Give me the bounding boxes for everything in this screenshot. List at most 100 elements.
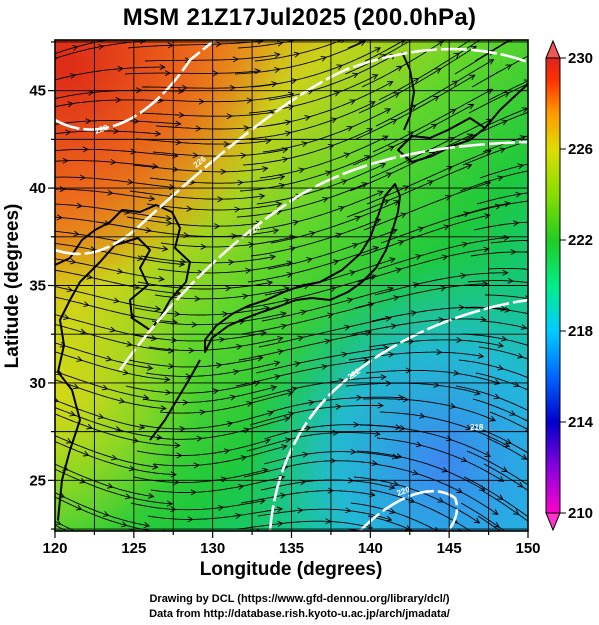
streamline-arrow — [152, 163, 159, 170]
streamline-arrow — [141, 5, 146, 10]
streamline-arrow — [419, 412, 426, 419]
streamline-arrow — [405, 525, 412, 531]
streamline-arrow — [490, 23, 496, 28]
streamline-arrow — [217, 504, 225, 511]
streamline-arrow — [415, 441, 423, 448]
streamline-arrow — [165, 215, 172, 222]
streamline-arrow — [212, 70, 219, 77]
streamline — [372, 88, 493, 153]
streamline-arrow — [199, 409, 206, 416]
streamline-arrow — [487, 541, 493, 546]
streamline-arrow — [397, 239, 405, 246]
streamline-arrow — [374, 47, 382, 53]
streamline-arrow — [176, 452, 183, 459]
streamline-arrow — [72, 44, 79, 51]
streamline — [265, 81, 393, 127]
streamline-arrow — [308, 399, 315, 406]
streamline-arrow — [493, 379, 501, 385]
streamline — [131, 332, 266, 342]
streamline-arrow — [226, 113, 233, 120]
streamline — [139, 411, 274, 430]
streamline — [363, 181, 491, 231]
streamline — [237, 520, 373, 530]
streamline — [270, 200, 400, 244]
streamline-arrow — [164, 70, 171, 77]
streamline-arrow — [182, 399, 189, 406]
streamline-arrow — [200, 243, 207, 250]
x-axis-ticks: 120 125 130 135 140 145 150 — [42, 531, 541, 557]
streamline-arrow — [242, 293, 249, 300]
colorbar: 230 226 222 218 214 210 — [545, 39, 594, 532]
streamline-arrow — [99, 14, 105, 19]
streamline — [253, 190, 384, 231]
streamline — [490, 240, 528, 244]
streamline — [160, 236, 296, 248]
streamline-arrow — [66, 286, 74, 293]
streamline-arrow — [396, 65, 403, 72]
streamline-arrow — [463, 211, 470, 218]
streamline-arrow — [277, 348, 285, 355]
streamline-arrow — [69, 410, 76, 417]
streamline-arrow — [527, 579, 533, 584]
streamline — [466, 450, 528, 486]
streamline-arrow — [387, 286, 394, 293]
streamline-arrow — [79, 328, 87, 335]
streamline-arrow — [344, 324, 351, 331]
streamline-arrow — [568, 92, 574, 97]
streamline — [136, 439, 271, 456]
streamline — [127, 40, 263, 49]
streamline-arrow — [492, 509, 499, 515]
streamline-arrow — [465, 163, 473, 170]
streamline-arrow — [587, 127, 592, 132]
streamline-arrow — [405, 367, 412, 374]
streamline-arrow — [287, 104, 295, 111]
streamline-arrow — [400, 212, 407, 219]
streamline-arrow — [178, 88, 185, 95]
streamline — [147, 508, 283, 520]
streamline-arrow — [359, 40, 366, 47]
streamline-arrow — [461, 241, 469, 248]
streamline-arrow — [515, 191, 522, 198]
streamline-arrow — [438, 316, 445, 323]
streamline-arrow — [260, 330, 267, 337]
streamline-arrow — [193, 462, 200, 469]
y-axis-ticks: 25 30 35 40 45 — [29, 41, 55, 530]
streamline-arrow — [395, 453, 403, 460]
streamline-arrow — [417, 226, 425, 233]
streamline-arrow — [302, 451, 309, 458]
streamline — [483, 463, 528, 492]
streamline — [244, 275, 377, 309]
streamline-arrow — [460, 272, 467, 279]
streamline-arrow — [174, 442, 181, 449]
streamline-arrow — [567, 124, 572, 129]
streamline-arrow — [374, 430, 381, 437]
streamline-arrow — [97, 44, 105, 50]
streamline-arrow — [113, 128, 120, 135]
streamline-arrow — [517, 352, 524, 359]
streamline-arrow — [505, 64, 513, 70]
streamline-arrow — [408, 497, 416, 504]
streamline-arrow — [170, 506, 177, 513]
streamline — [242, 128, 373, 166]
streamline-arrow — [160, 405, 167, 412]
streamline — [258, 317, 391, 348]
streamline-arrow — [509, 410, 516, 416]
streamline-arrow — [67, 101, 74, 108]
streamline — [470, 251, 528, 257]
y-tick-label: 35 — [29, 278, 46, 295]
colorbar-ticks: 230 226 222 218 214 210 — [560, 50, 594, 522]
streamline-arrow — [362, 14, 368, 19]
streamline-arrow — [377, 190, 384, 197]
streamline-arrow — [349, 270, 356, 276]
streamline-arrow — [232, 369, 240, 375]
streamline-arrow — [121, 521, 128, 528]
streamline — [263, 451, 398, 465]
y-axis-label: Latitude (degrees) — [2, 204, 23, 369]
x-tick-label: 140 — [358, 540, 383, 557]
streamline-arrow — [448, 137, 455, 143]
streamline-arrow — [231, 233, 238, 240]
streamline-arrow — [237, 483, 245, 490]
streamline — [356, 450, 485, 491]
coastline-ryukyu — [149, 359, 201, 441]
